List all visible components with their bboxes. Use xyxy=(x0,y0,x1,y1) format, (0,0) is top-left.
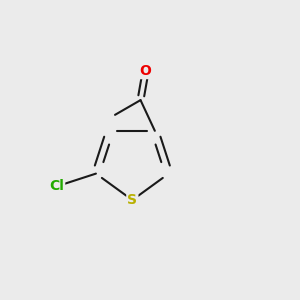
Text: O: O xyxy=(140,64,152,78)
Text: S: S xyxy=(127,193,137,207)
Text: Cl: Cl xyxy=(49,179,64,193)
